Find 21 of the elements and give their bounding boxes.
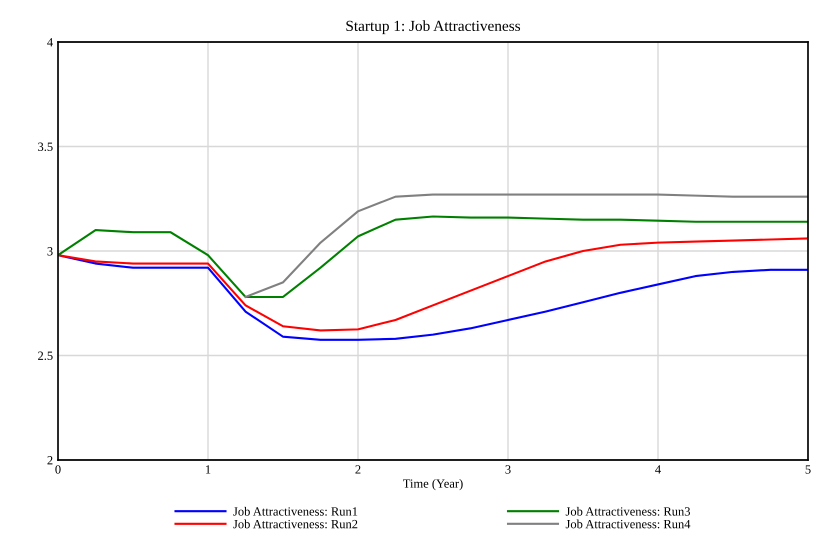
legend-label: Job Attractiveness: Run2: [233, 520, 358, 528]
line-series: [58, 215, 808, 298]
x-tick-label: 5: [806, 465, 811, 474]
legend-label: Job Attractiveness: Run4: [566, 520, 690, 528]
y-tick-label: 3: [47, 247, 53, 256]
y-tick-label: 2: [47, 456, 52, 464]
y-tick-label: 2.5: [38, 352, 53, 360]
line-series: [58, 237, 808, 332]
line-series: [58, 254, 808, 341]
chart-title: Startup 1: Job Attractiveness: [346, 20, 520, 34]
y-tick-label: 3.5: [38, 142, 53, 152]
x-tick-label: 0: [55, 465, 61, 474]
line-series: [244, 194, 808, 298]
legend-label: Job Attractiveness: Run3: [566, 506, 690, 516]
legend-label: Job Attractiveness: Run1: [233, 506, 358, 516]
x-tick-label: 1: [206, 465, 210, 474]
x-tick-label: 4: [655, 465, 661, 474]
x-tick-label: 2: [355, 465, 360, 474]
x-axis-title: Time (Year): [403, 478, 463, 490]
x-tick-label: 3: [505, 465, 511, 474]
y-tick-label: 4: [47, 38, 53, 46]
